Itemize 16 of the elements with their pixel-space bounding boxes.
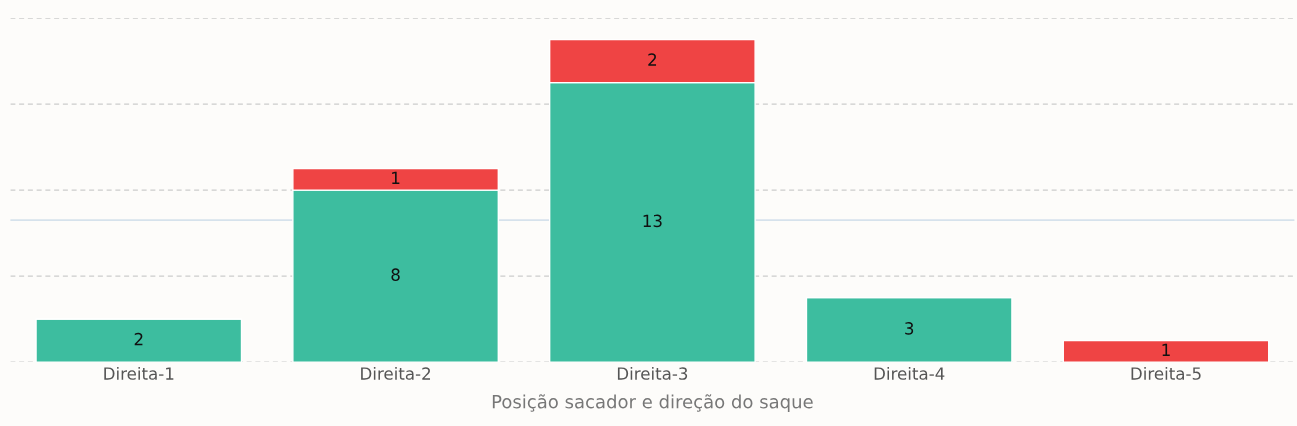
data-label: 1 <box>1162 343 1170 356</box>
data-label: 2 <box>648 53 657 66</box>
bar <box>35 318 243 363</box>
data-label: 2 <box>134 332 143 346</box>
x-tick-label: Direita-2 <box>361 366 431 380</box>
x-tick-label: Direita-1 <box>104 366 174 380</box>
data-label: 1 <box>392 171 400 184</box>
x-axis-title: Posição sacador e direção do saque <box>492 394 813 412</box>
data-label: 13 <box>643 214 662 228</box>
x-tick-label: Direita-5 <box>1131 366 1201 380</box>
data-label: 8 <box>391 268 400 281</box>
bar <box>805 296 1013 363</box>
x-tick-label: Direita-3 <box>617 366 688 380</box>
x-tick-label: Direita-4 <box>874 366 945 380</box>
data-label: 3 <box>905 322 914 335</box>
bar <box>1062 339 1270 363</box>
